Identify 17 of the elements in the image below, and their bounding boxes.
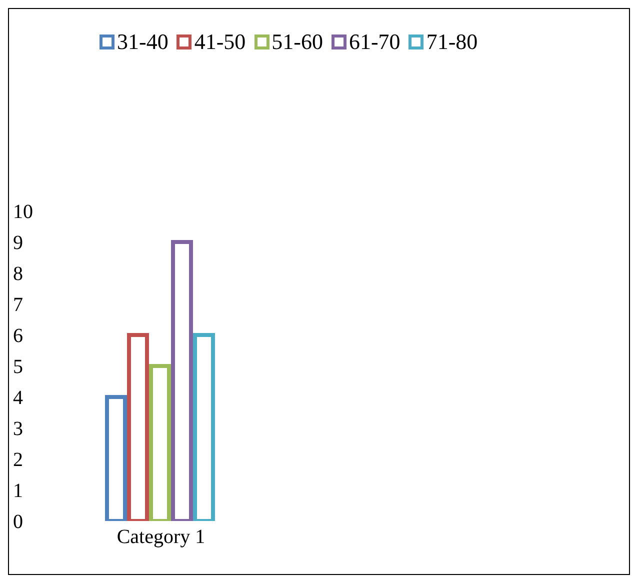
y-tick-label: 1 xyxy=(13,480,23,502)
y-tick-label: 6 xyxy=(13,325,23,348)
y-tick-label: 9 xyxy=(13,232,23,254)
legend-label: 71-80 xyxy=(425,29,478,55)
legend-label: 51-60 xyxy=(270,29,323,55)
y-tick-label: 7 xyxy=(13,294,23,316)
x-tick-label: Category 1 xyxy=(116,526,206,548)
y-tick-label: 10 xyxy=(13,201,33,224)
y-tick-label: 2 xyxy=(13,449,23,472)
legend-label: 31-40 xyxy=(116,29,168,55)
y-tick-label: 5 xyxy=(13,356,23,378)
y-tick-label: 8 xyxy=(13,263,23,286)
y-tick-label: 4 xyxy=(13,387,23,410)
y-tick-label: 3 xyxy=(13,418,23,440)
legend-label: 41-50 xyxy=(193,29,246,55)
y-tick-label: 0 xyxy=(13,511,23,534)
legend-label: 61-70 xyxy=(348,29,400,55)
